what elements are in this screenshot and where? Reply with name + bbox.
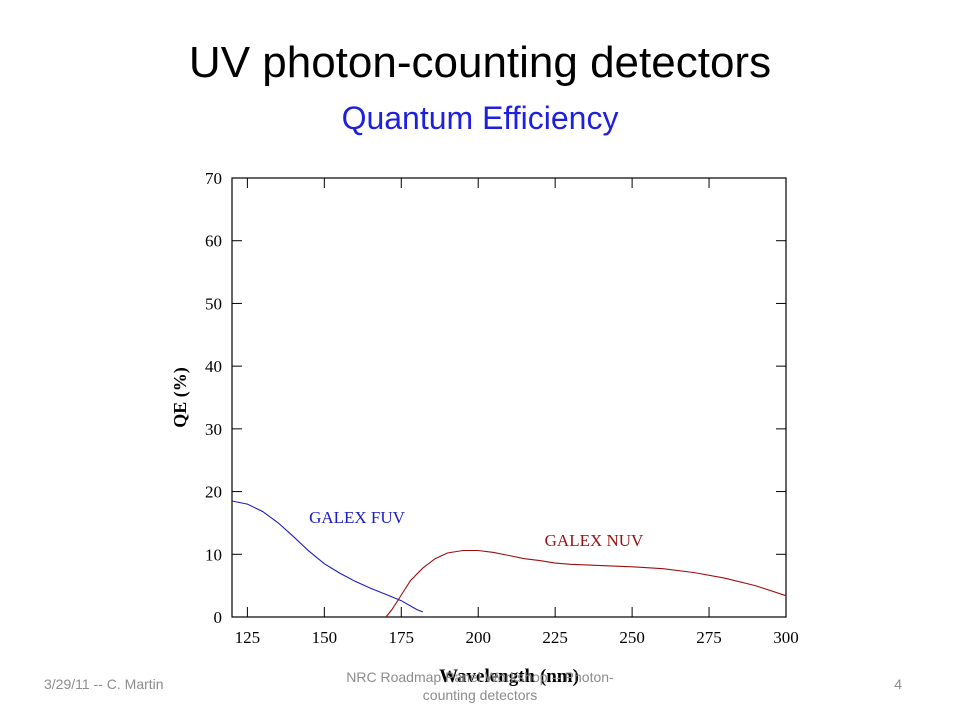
y-tick-label: 0 [214,608,223,627]
series-label-galex-nuv: GALEX NUV [545,531,644,550]
x-axis-label: Wavelength (nm) [439,666,579,687]
y-tick-label: 40 [205,357,222,376]
x-tick-label: 150 [312,628,338,647]
y-tick-label: 10 [205,545,222,564]
slide-subtitle: Quantum Efficiency [341,100,619,136]
x-tick-label: 275 [696,628,722,647]
y-tick-label: 30 [205,420,222,439]
x-tick-label: 175 [389,628,415,647]
x-tick-label: 125 [235,628,261,647]
x-tick-label: 250 [619,628,645,647]
slide-title: UV photon-counting detectors [188,38,772,87]
footer-date-author: 3/29/11 -- C. Martin [44,676,164,692]
series-line-galex-nuv [385,549,787,618]
x-tick-label: 200 [465,628,491,647]
y-tick-label: 70 [205,169,222,188]
y-tick-label: 60 [205,232,222,251]
series-label-galex-fuv: GALEX FUV [309,508,406,527]
x-tick-label: 225 [542,628,568,647]
plot-frame [231,177,787,618]
footer-page-number: 4 [894,676,902,692]
y-tick-label: 20 [205,483,222,502]
y-tick-label: 50 [205,294,222,313]
x-tick-label: 300 [773,628,799,647]
y-axis-label: QE (%) [170,367,191,428]
footer-workshop: NRC Roadmap Panel Workshop -- Photon-cou… [346,669,614,703]
